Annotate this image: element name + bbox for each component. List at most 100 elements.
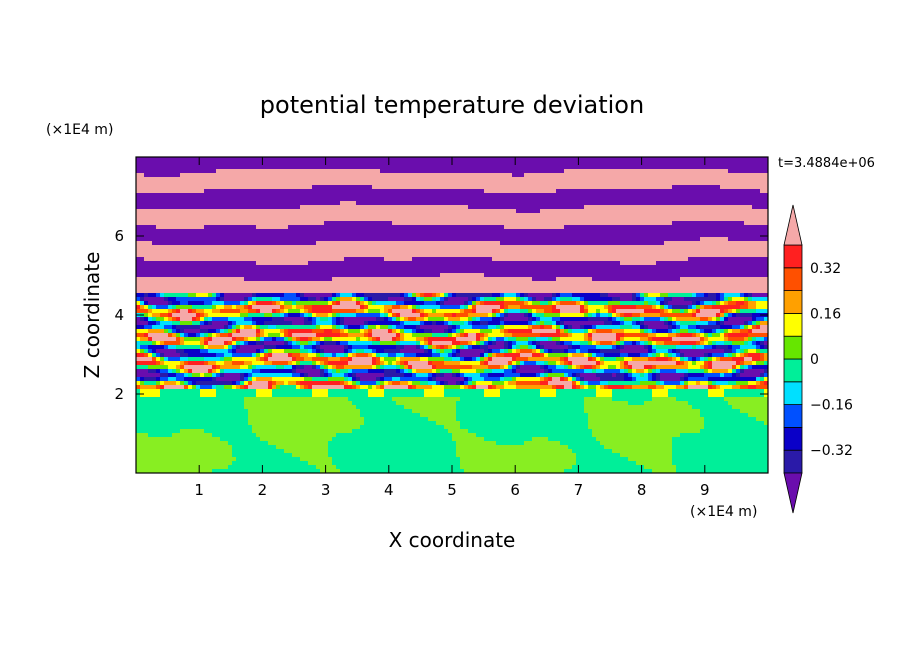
contour-cell — [524, 301, 528, 305]
contour-cell — [756, 417, 768, 421]
contour-cell — [700, 409, 740, 413]
contour-cell — [136, 277, 244, 281]
contour-row — [136, 189, 768, 193]
contour-cell — [488, 357, 492, 361]
contour-cell — [508, 329, 532, 333]
contour-cell — [388, 313, 392, 317]
contour-cell — [208, 293, 212, 297]
contour-cell — [384, 361, 388, 365]
contour-cell — [688, 361, 692, 365]
contour-cell — [256, 353, 260, 357]
contour-cell — [216, 361, 224, 365]
contour-cell — [368, 325, 376, 329]
contour-cell — [332, 309, 356, 313]
contour-cell — [456, 353, 460, 357]
contour-cell — [208, 313, 240, 317]
contour-cell — [348, 381, 352, 385]
contour-cell — [656, 345, 676, 349]
contour-cell — [580, 345, 596, 349]
contour-cell — [596, 325, 620, 329]
contour-cell — [184, 365, 212, 369]
contour-cell — [668, 357, 672, 361]
contour-cell — [356, 313, 380, 317]
contour-cell — [348, 329, 360, 333]
contour-cell — [444, 389, 484, 393]
contour-cell — [744, 349, 748, 353]
contour-row — [136, 325, 768, 329]
contour-cell — [216, 353, 224, 357]
contour-cell — [712, 353, 724, 357]
contour-cell — [248, 309, 256, 313]
contour-cell — [436, 293, 440, 297]
contour-cell — [200, 313, 204, 317]
contour-cell — [148, 305, 152, 309]
contour-cell — [136, 233, 768, 237]
contour-cell — [364, 417, 428, 421]
contour-cell — [136, 209, 516, 213]
contour-cell — [752, 293, 768, 297]
contour-cell — [712, 357, 716, 361]
contour-cell — [224, 361, 232, 365]
contour-cell — [368, 337, 372, 341]
contour-cell — [340, 329, 344, 333]
contour-cell — [248, 313, 264, 317]
contour-row — [136, 205, 768, 209]
contour-cell — [724, 397, 768, 401]
contour-cell — [756, 361, 764, 365]
contour-cell — [704, 417, 756, 421]
contour-cell — [696, 341, 700, 345]
contour-cell — [756, 377, 760, 381]
contour-cell — [656, 341, 664, 345]
contour-cell — [152, 337, 176, 341]
contour-cell — [556, 321, 560, 325]
contour-cell — [284, 333, 288, 337]
contour-cell — [612, 389, 652, 393]
contour-cell — [572, 297, 580, 301]
contour-cell — [588, 317, 608, 321]
contour-cell — [704, 305, 712, 309]
contour-cell — [704, 425, 768, 429]
contour-cell — [732, 365, 736, 369]
contour-cell — [656, 373, 660, 377]
contour-cell — [616, 317, 620, 321]
contour-cell — [268, 353, 272, 357]
contour-cell — [296, 385, 300, 389]
contour-cell — [700, 309, 720, 313]
contour-cell — [136, 177, 768, 181]
contour-cell — [640, 313, 660, 317]
contour-cell — [740, 361, 744, 365]
contour-cell — [732, 345, 740, 349]
contour-cell — [448, 429, 468, 433]
contour-cell — [224, 297, 244, 301]
contour-cell — [372, 349, 376, 353]
contour-cell — [556, 341, 560, 345]
contour-cell — [348, 377, 352, 381]
contour-row — [136, 293, 768, 297]
contour-cell — [208, 317, 212, 321]
contour-cell — [604, 321, 612, 325]
contour-row — [136, 281, 768, 285]
contour-cell — [620, 341, 624, 345]
contour-cell — [308, 353, 316, 357]
contour-cell — [228, 441, 268, 445]
contour-cell — [636, 461, 672, 465]
contour-row — [136, 369, 768, 373]
contour-cell — [424, 345, 428, 349]
contour-cell — [140, 305, 144, 309]
contour-cell — [620, 369, 624, 373]
contour-cell — [344, 377, 348, 381]
contour-cell — [452, 333, 456, 337]
contour-cell — [764, 317, 768, 321]
contour-cell — [332, 325, 336, 329]
contour-cell — [256, 333, 260, 337]
contour-cell — [312, 305, 332, 309]
contour-cell — [272, 381, 276, 385]
contour-cell — [184, 349, 200, 353]
contour-cell — [764, 421, 768, 425]
contour-cell — [576, 373, 580, 377]
contour-cell — [168, 377, 176, 381]
contour-cell — [528, 309, 532, 313]
contour-cell — [248, 409, 360, 413]
contour-cell — [356, 349, 364, 353]
contour-cell — [224, 329, 228, 333]
